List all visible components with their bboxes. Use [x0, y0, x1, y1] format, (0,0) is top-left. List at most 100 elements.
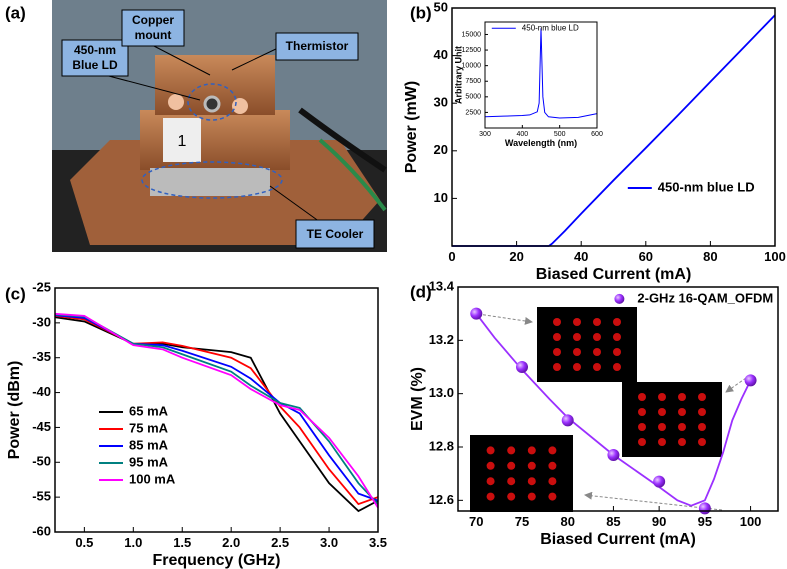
- y-tick-label: 30: [434, 95, 448, 110]
- x-tick-label: 3.5: [369, 535, 387, 550]
- constellation-point: [613, 318, 621, 326]
- x-tick-label: 95: [698, 514, 712, 529]
- constellation-point: [638, 438, 646, 446]
- y-axis-title: Power (mW): [403, 81, 420, 173]
- constellation-image: [470, 435, 573, 512]
- y-tick-label: 40: [434, 47, 448, 62]
- constellation-point: [678, 393, 686, 401]
- constellation-point: [698, 408, 706, 416]
- y-tick-label: 5000: [465, 94, 481, 101]
- line: [54, 313, 379, 505]
- photo-label: mount: [135, 28, 172, 42]
- y-tick-label: 13.2: [429, 332, 454, 347]
- legend-label: 2-GHz 16-QAM_OFDM: [637, 290, 773, 305]
- y-tick-label: -35: [32, 349, 51, 364]
- constellation-point: [613, 348, 621, 356]
- y-tick-label: -40: [32, 384, 51, 399]
- constellation-point: [553, 348, 561, 356]
- y-axis-title: EVM (%): [409, 367, 426, 431]
- plot-frame: [54, 287, 379, 533]
- x-tick-label: 80: [703, 249, 717, 264]
- constellation-point: [553, 318, 561, 326]
- constellation-point: [507, 461, 516, 470]
- point: [698, 502, 711, 515]
- constellation-point: [507, 477, 516, 486]
- x-tick-label: 1.0: [124, 535, 142, 550]
- x-tick-label: 80: [560, 514, 574, 529]
- x-tick-label: 100: [764, 249, 786, 264]
- constellation-point: [573, 363, 581, 371]
- y-tick-label: 50: [434, 0, 448, 14]
- x-axis-title: Biased Current (mA): [536, 266, 692, 283]
- constellation-point: [548, 477, 557, 486]
- constellation-point: [593, 363, 601, 371]
- x-tick-label: 0.5: [75, 535, 93, 550]
- fit-curve: [475, 313, 752, 507]
- x-tick-label: 2.0: [222, 535, 240, 550]
- y-tick-label: -55: [32, 489, 51, 504]
- photo: [52, 0, 387, 252]
- constellation-point: [678, 408, 686, 416]
- y-tick-label: -25: [32, 279, 51, 294]
- x-tick-label: 75: [515, 514, 529, 529]
- constellation-point: [698, 393, 706, 401]
- legend-label: 100 mA: [129, 471, 176, 486]
- plot-frame: [484, 21, 598, 129]
- legend-label: 450-nm blue LD: [522, 23, 579, 32]
- legend-label: 450-nm blue LD: [658, 179, 755, 194]
- legend-marker: [614, 293, 625, 304]
- point: [561, 414, 574, 427]
- y-tick-label: 20: [434, 142, 448, 157]
- constellation-point: [573, 318, 581, 326]
- constellation-point: [638, 408, 646, 416]
- x-axis-title: Biased Current (mA): [540, 531, 696, 548]
- x-tick-label: 500: [554, 131, 566, 138]
- constellation-point: [613, 363, 621, 371]
- panel-label: (c): [5, 284, 26, 303]
- x-axis-title: Wavelength (nm): [505, 138, 577, 148]
- x-tick-label: 600: [591, 131, 603, 138]
- y-tick-label: 12.8: [429, 438, 454, 453]
- point: [607, 449, 620, 461]
- constellation-point: [638, 393, 646, 401]
- constellation-point: [658, 408, 666, 416]
- line: [452, 14, 776, 247]
- x-tick-label: 1.5: [173, 535, 191, 550]
- x-tick-label: 60: [639, 249, 653, 264]
- constellation-point: [573, 333, 581, 341]
- constellation-point: [486, 461, 495, 470]
- line: [54, 314, 379, 502]
- x-tick-label: 20: [509, 249, 523, 264]
- constellation-point: [527, 477, 536, 486]
- y-tick-label: 13.4: [429, 278, 455, 293]
- plot-frame: [451, 7, 776, 247]
- y-tick-label: 7500: [465, 78, 481, 85]
- x-tick-label: 40: [574, 249, 588, 264]
- constellation-point: [658, 393, 666, 401]
- photo-label: Copper: [132, 13, 174, 27]
- x-tick-label: 3.0: [320, 535, 338, 550]
- y-tick-label: -30: [32, 314, 51, 329]
- y-tick-label: 10: [434, 190, 448, 205]
- x-tick-label: 400: [516, 131, 528, 138]
- photo-label: Thermistor: [286, 39, 349, 53]
- constellation-point: [527, 492, 536, 501]
- constellation-point: [678, 423, 686, 431]
- y-tick-label: 2500: [465, 109, 481, 116]
- y-tick-label: 13.0: [429, 385, 454, 400]
- constellation-point: [507, 446, 516, 455]
- plot-frame: [457, 286, 779, 512]
- line: [54, 314, 379, 506]
- x-tick-label: 100: [740, 514, 762, 529]
- constellation-point: [548, 492, 557, 501]
- constellation-point: [548, 446, 557, 455]
- panel-label: (a): [5, 3, 26, 22]
- constellation-point: [638, 423, 646, 431]
- point: [653, 475, 666, 488]
- photo-tag: 1: [178, 133, 187, 150]
- legend-label: 65 mA: [129, 403, 169, 418]
- photo-label: TE Cooler: [307, 227, 364, 241]
- y-tick-label: -45: [32, 419, 51, 434]
- photo-label: 450-nm: [74, 43, 116, 57]
- y-tick-label: 10000: [462, 62, 482, 69]
